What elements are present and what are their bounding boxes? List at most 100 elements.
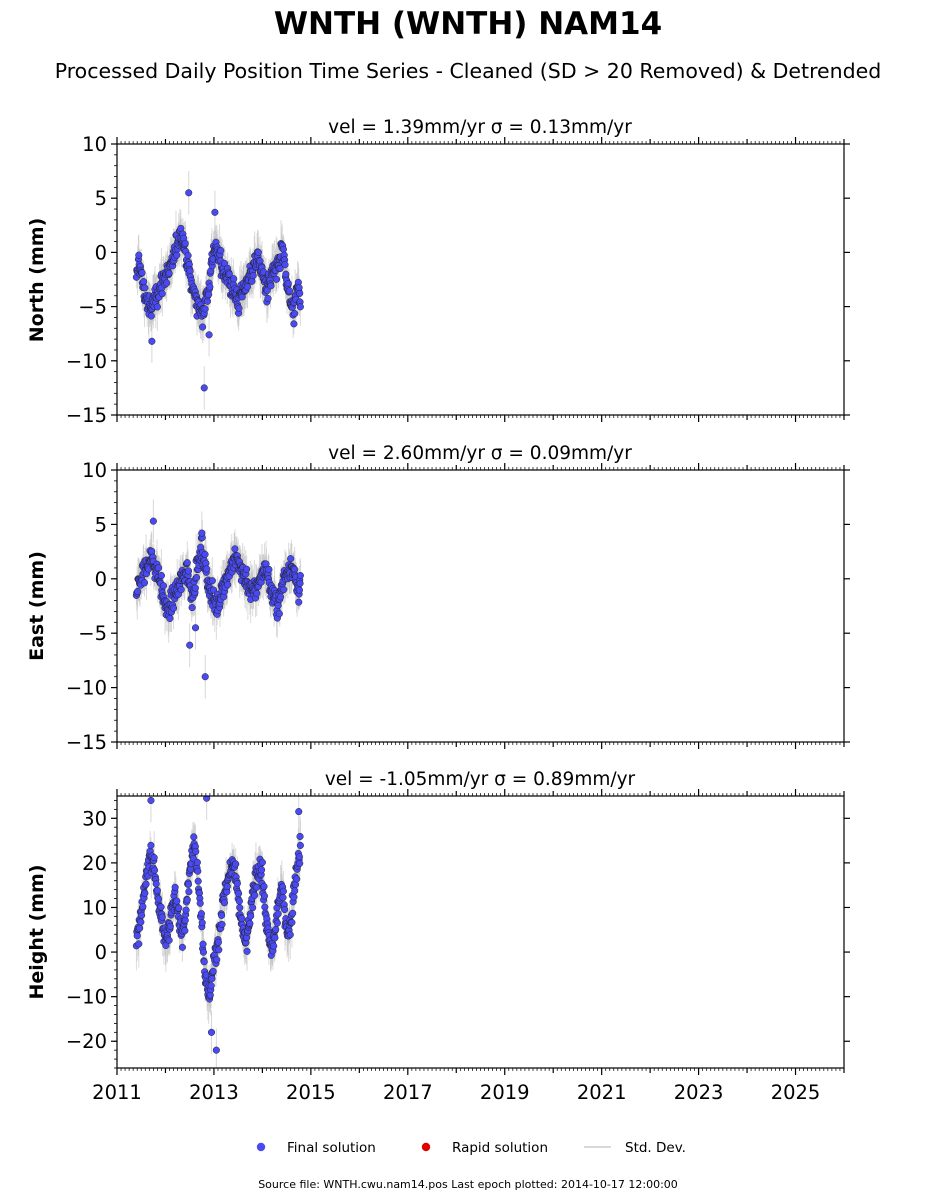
data-point [290, 320, 298, 328]
data-point [148, 547, 156, 555]
y-tick-label: 5 [95, 187, 107, 210]
data-point [276, 264, 284, 272]
data-point [215, 946, 223, 954]
outlier-point [198, 529, 206, 537]
east-ylabel: East (mm) [26, 551, 48, 661]
outlier-point [147, 796, 155, 805]
y-tick-label: −15 [66, 731, 107, 754]
data-point [273, 919, 281, 927]
data-point [220, 899, 228, 907]
data-point [140, 278, 148, 286]
y-tick-label: 0 [95, 941, 107, 964]
data-point [264, 294, 272, 303]
data-point [190, 833, 198, 841]
data-point [206, 283, 214, 291]
data-point [232, 860, 240, 868]
data-point [258, 866, 266, 874]
y-tick-label: 20 [82, 852, 107, 875]
data-point [200, 958, 208, 966]
data-point [166, 614, 174, 622]
data-point [140, 579, 149, 587]
outlier-point [191, 624, 200, 632]
data-point [274, 910, 282, 918]
east-panel-title: vel = 2.60mm/yr σ = 0.09mm/yr [328, 443, 632, 464]
x-tick-label: 2017 [383, 1081, 433, 1104]
data-point [224, 581, 232, 589]
y-tick-label: −15 [66, 404, 107, 427]
outlier-point [203, 796, 211, 802]
data-point [153, 886, 161, 895]
data-point [289, 909, 297, 917]
data-point [199, 940, 207, 948]
data-point [141, 284, 149, 292]
east-axes-frame [116, 469, 845, 743]
y-tick-label: 5 [95, 513, 107, 536]
data-point [214, 938, 222, 946]
data-point [194, 867, 202, 875]
data-point [296, 859, 304, 867]
data-point [193, 573, 201, 582]
x-tick-label: 2025 [771, 1081, 821, 1104]
north-points-group [132, 189, 304, 392]
data-point [201, 550, 209, 558]
data-point [196, 899, 204, 907]
y-tick-label: −10 [66, 986, 107, 1009]
north-ylabel: North (mm) [26, 218, 48, 343]
data-point [233, 879, 241, 888]
east-panel: vel = 2.60mm/yr σ = 0.09mm/yr East (mm) … [26, 443, 850, 754]
y-tick-label: 0 [95, 568, 107, 591]
y-tick-label: −5 [78, 296, 107, 319]
data-point [243, 565, 251, 573]
data-point [217, 246, 225, 255]
height-points-group [132, 796, 304, 1054]
data-point [138, 911, 146, 919]
legend-final-label: Final solution [287, 1140, 376, 1156]
data-point [295, 598, 303, 606]
data-point [261, 903, 269, 911]
data-point [177, 586, 185, 594]
data-point [178, 943, 186, 951]
height-panel: vel = -1.05mm/yr σ = 0.89mm/yr Height (m… [26, 769, 850, 1104]
data-point [230, 275, 238, 283]
data-point [171, 883, 179, 891]
data-point [201, 305, 209, 313]
data-point [139, 903, 147, 911]
outlier-point [148, 337, 156, 345]
data-point [296, 841, 304, 849]
data-point [243, 283, 252, 291]
data-point [183, 896, 191, 904]
data-point [169, 604, 178, 612]
data-point [231, 545, 239, 553]
legend-stddev-label: Std. Dev. [625, 1140, 686, 1156]
data-point [243, 947, 251, 955]
east-points-group [132, 517, 304, 681]
y-tick-label: −5 [78, 622, 107, 645]
data-point [203, 565, 211, 573]
outlier-point [211, 208, 219, 216]
data-point [296, 289, 304, 297]
data-point [260, 882, 268, 891]
data-point [296, 303, 304, 311]
y-tick-label: −20 [66, 1030, 107, 1053]
data-point [287, 555, 295, 563]
data-point [291, 887, 299, 895]
data-point [173, 897, 181, 905]
data-point [162, 941, 170, 949]
data-point [199, 323, 207, 331]
outlier-point [185, 189, 193, 197]
outlier-point [201, 673, 209, 681]
data-point [152, 880, 160, 888]
data-point [286, 931, 294, 939]
data-point [249, 272, 257, 280]
data-point [296, 832, 304, 841]
data-point [213, 956, 221, 964]
data-point [293, 875, 301, 883]
data-point [165, 936, 173, 944]
data-point [198, 919, 206, 927]
data-point [134, 587, 142, 595]
data-point [150, 854, 158, 862]
x-tick-label: 2013 [189, 1081, 239, 1104]
data-point [181, 927, 189, 935]
data-point [209, 967, 217, 975]
data-point [271, 934, 279, 942]
